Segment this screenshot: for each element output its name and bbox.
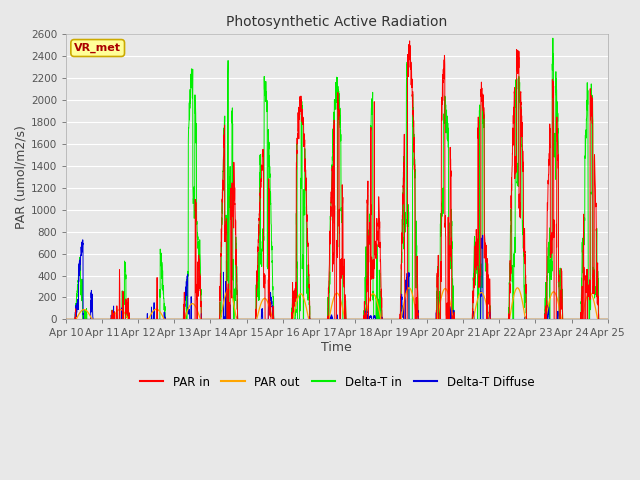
Title: Photosynthetic Active Radiation: Photosynthetic Active Radiation	[227, 15, 447, 29]
Y-axis label: PAR (umol/m2/s): PAR (umol/m2/s)	[15, 125, 28, 229]
Legend: PAR in, PAR out, Delta-T in, Delta-T Diffuse: PAR in, PAR out, Delta-T in, Delta-T Dif…	[135, 371, 539, 393]
Text: VR_met: VR_met	[74, 43, 121, 53]
X-axis label: Time: Time	[321, 341, 352, 354]
